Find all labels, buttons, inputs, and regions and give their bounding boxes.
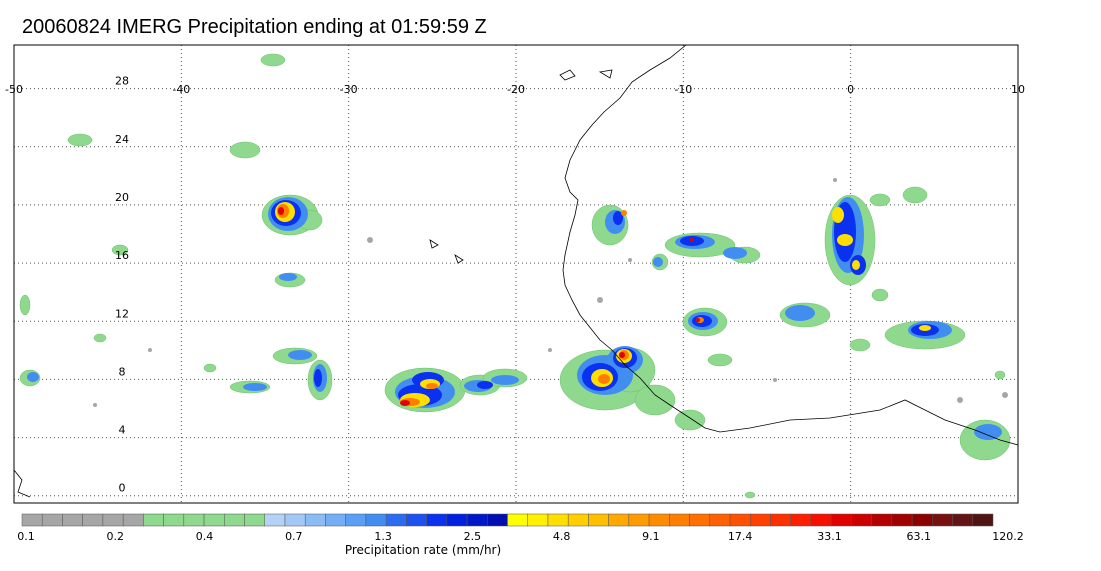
colorbar-swatch xyxy=(264,513,286,527)
colorbar-label: 120.2 xyxy=(992,530,1024,543)
lat-tick-label: 0 xyxy=(119,482,126,495)
colorbar-swatch xyxy=(911,513,933,527)
colorbar-swatch xyxy=(588,513,609,527)
colorbar-swatch xyxy=(952,513,974,527)
colorbar-swatch xyxy=(325,513,346,527)
lon-tick-labels: -50 -40 -30 -20 -10 0 10 xyxy=(5,83,1025,96)
gridlines xyxy=(13,45,1019,503)
colorbar-swatch xyxy=(21,513,43,527)
colorbar-swatch xyxy=(224,513,245,527)
colorbar-label: 2.5 xyxy=(464,530,482,543)
colorbar-swatch xyxy=(547,513,569,527)
colorbar-swatch xyxy=(244,513,265,527)
colorbar-swatch xyxy=(527,513,549,527)
lon-tick-label: -20 xyxy=(507,83,525,96)
colorbar-swatch xyxy=(41,513,63,527)
lon-tick-label: -30 xyxy=(340,83,358,96)
lat-tick-label: 20 xyxy=(115,191,129,204)
coastline xyxy=(14,45,1018,498)
colorbar-swatch xyxy=(385,513,407,527)
colorbar-swatch xyxy=(163,513,185,527)
colorbar-swatch xyxy=(628,513,650,527)
colorbar-label: 0.2 xyxy=(107,530,125,543)
lon-tick-label: 0 xyxy=(847,83,854,96)
colorbar-label: 4.8 xyxy=(553,530,571,543)
colorbar-label: 1.3 xyxy=(374,530,392,543)
colorbar-swatch xyxy=(507,513,528,527)
map-frame xyxy=(13,44,1019,504)
colorbar-label: 33.1 xyxy=(817,530,842,543)
precip-layer xyxy=(19,53,1011,499)
colorbar-labels: 0.1 0.2 0.4 0.7 1.3 2.5 4.8 9.1 17.4 33.1 63.1 120.… xyxy=(17,530,1024,543)
lat-tick-label: 28 xyxy=(115,75,129,88)
lat-tick-label: 12 xyxy=(115,307,129,320)
lat-tick-label: 24 xyxy=(115,133,129,146)
colorbar-label: 0.1 xyxy=(17,530,35,543)
colorbar-title: Precipitation rate (mm/hr) xyxy=(345,543,501,557)
colorbar-swatch xyxy=(689,513,711,527)
colorbar-swatch xyxy=(709,513,731,527)
colorbar-swatch xyxy=(729,513,751,527)
colorbar-swatch xyxy=(62,513,83,527)
colorbar-swatch xyxy=(567,513,589,527)
colorbar-swatch xyxy=(203,513,225,527)
colorbar-label: 63.1 xyxy=(906,530,931,543)
colorbar-swatch xyxy=(972,513,994,527)
colorbar-swatch xyxy=(669,513,690,527)
map-title: 20060824 IMERG Precipitation ending at 0… xyxy=(22,16,487,38)
colorbar-swatch xyxy=(750,513,771,527)
lon-tick-label: -40 xyxy=(172,83,190,96)
colorbar-swatch xyxy=(122,513,144,527)
colorbar-swatch xyxy=(446,513,468,527)
colorbar-label: 17.4 xyxy=(728,530,753,543)
colorbar-swatch xyxy=(790,513,812,527)
colorbar-swatch xyxy=(830,513,852,527)
colorbar-swatch xyxy=(770,513,791,527)
lon-tick-label: -50 xyxy=(5,83,23,96)
colorbar xyxy=(21,513,994,527)
colorbar-swatch xyxy=(304,513,326,527)
lon-tick-label: -10 xyxy=(674,83,692,96)
colorbar-swatch xyxy=(284,513,306,527)
colorbar-swatch xyxy=(487,513,508,527)
colorbar-label: 9.1 xyxy=(642,530,660,543)
lon-tick-label: 10 xyxy=(1011,83,1025,96)
colorbar-swatch xyxy=(648,513,670,527)
colorbar-swatch xyxy=(82,513,104,527)
lat-tick-label: 4 xyxy=(119,424,126,437)
colorbar-swatch xyxy=(406,513,427,527)
colorbar-swatch xyxy=(183,513,205,527)
lat-tick-labels: 28 24 20 16 12 8 4 0 xyxy=(115,75,129,495)
colorbar-swatch xyxy=(345,513,367,527)
lat-tick-label: 16 xyxy=(115,249,129,262)
colorbar-swatch xyxy=(608,513,630,527)
colorbar-label: 0.7 xyxy=(285,530,303,543)
colorbar-label: 0.4 xyxy=(196,530,214,543)
colorbar-swatch xyxy=(466,513,488,527)
lat-tick-label: 8 xyxy=(119,365,126,378)
colorbar-swatch xyxy=(365,513,387,527)
colorbar-swatch xyxy=(871,513,893,527)
colorbar-swatch xyxy=(932,513,953,527)
colorbar-swatch xyxy=(810,513,832,527)
colorbar-swatch xyxy=(426,513,448,527)
colorbar-swatch xyxy=(143,513,164,527)
colorbar-swatch xyxy=(102,513,124,527)
colorbar-swatch xyxy=(851,513,872,527)
colorbar-swatch xyxy=(891,513,913,527)
